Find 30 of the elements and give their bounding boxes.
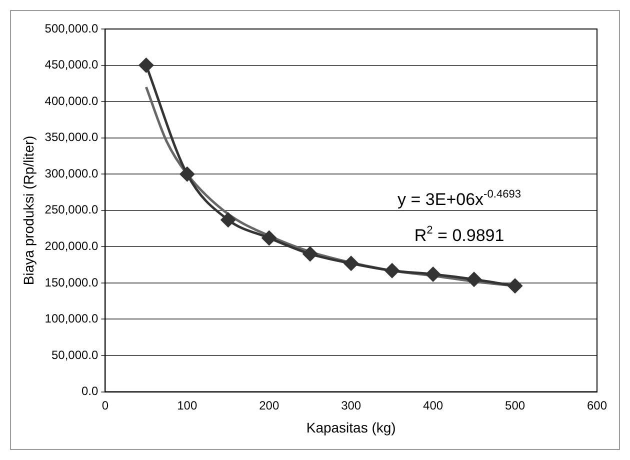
y-tick-label: 200,000.0 [44, 238, 99, 253]
point [344, 256, 358, 271]
y-tick-label: 400,000.0 [44, 94, 99, 108]
point [138, 58, 154, 73]
x-tick-label: 500 [505, 398, 526, 412]
y-tick-label: 150,000.0 [44, 275, 99, 290]
point [220, 212, 236, 228]
y-tick-label: 50,000.0 [51, 348, 99, 362]
point [426, 267, 440, 282]
point [384, 263, 400, 278]
y-tick-label: 300,000.0 [44, 166, 99, 180]
x-tick-label: 200 [259, 398, 280, 412]
x-tick-label: 400 [423, 398, 444, 412]
x-tick-label: 100 [177, 398, 198, 412]
point [466, 272, 482, 287]
y-tick-label: 100,000.0 [44, 312, 99, 326]
point [302, 246, 318, 262]
x-tick-label: 300 [341, 398, 362, 412]
x-axis-title: Kapasitas (kg) [306, 419, 396, 436]
point [180, 166, 194, 182]
x-tick-label: 600 [586, 398, 608, 412]
point [262, 230, 276, 246]
y-tick-label: 450,000.0 [44, 58, 99, 72]
y-axis-title: Biaya produksi (Rp/liter) [20, 136, 36, 286]
x-tick-label: 0 [102, 398, 109, 412]
y-tick-label: 500,000.0 [44, 21, 99, 36]
y-tick-label: 0.0 [81, 384, 99, 398]
y-tick-label: 250,000.0 [44, 202, 99, 217]
point [508, 278, 522, 294]
y-tick-label: 350,000.0 [44, 130, 99, 144]
